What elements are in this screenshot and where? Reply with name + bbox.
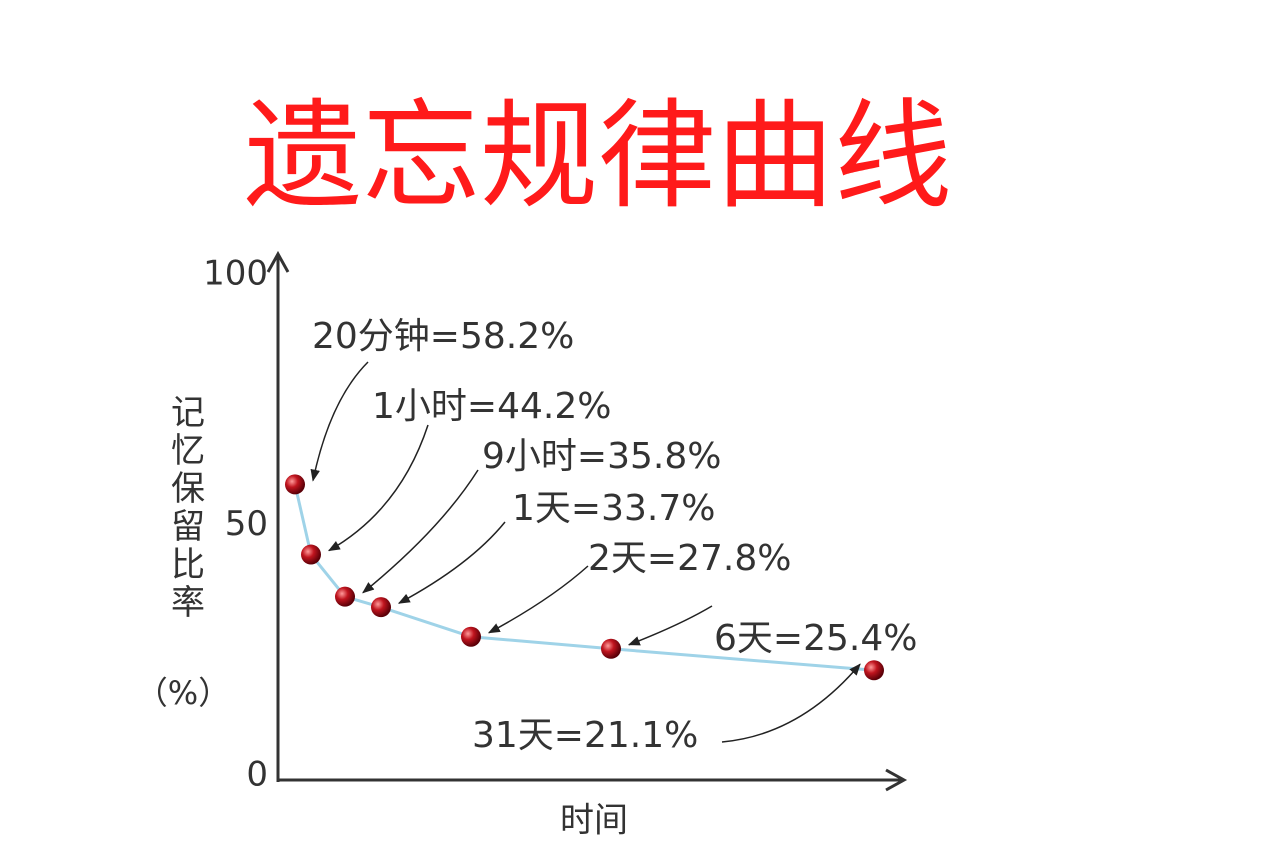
- y-axis-arrow: [266, 250, 290, 273]
- annotation-arrow: [721, 663, 861, 743]
- annotation-arrow: [310, 361, 369, 482]
- data-point: [335, 586, 355, 607]
- data-label: 31天=21.1%: [472, 715, 698, 756]
- annotation-arrow: [327, 424, 429, 552]
- data-point: [601, 638, 621, 659]
- y-tick-label: 0: [246, 755, 268, 795]
- data-label: 9小时=35.8%: [482, 436, 721, 477]
- data-label: 6天=25.4%: [714, 618, 917, 659]
- y-tick-label: 50: [225, 504, 268, 544]
- x-axis-label: 时间: [560, 801, 628, 841]
- data-point: [864, 660, 884, 681]
- chart-title: 遗忘规律曲线: [244, 87, 952, 225]
- data-label: 1天=33.7%: [512, 488, 715, 529]
- data-point: [461, 626, 481, 647]
- data-label: 2天=27.8%: [588, 538, 791, 579]
- data-label: 1小时=44.2%: [372, 386, 611, 427]
- annotation-arrow: [362, 469, 479, 594]
- annotation-arrow: [487, 565, 589, 634]
- y-tick-label: 100: [203, 254, 268, 294]
- data-point: [301, 544, 321, 565]
- annotation-arrow: [397, 521, 506, 604]
- x-axis-arrow: [885, 768, 908, 792]
- y-axis-label: 记忆保留比率: [165, 394, 205, 622]
- y-axis-unit: （%）: [136, 674, 230, 712]
- annotation-arrow: [627, 605, 713, 646]
- data-point: [285, 474, 305, 495]
- data-label: 20分钟=58.2%: [312, 316, 574, 357]
- data-point: [371, 597, 391, 618]
